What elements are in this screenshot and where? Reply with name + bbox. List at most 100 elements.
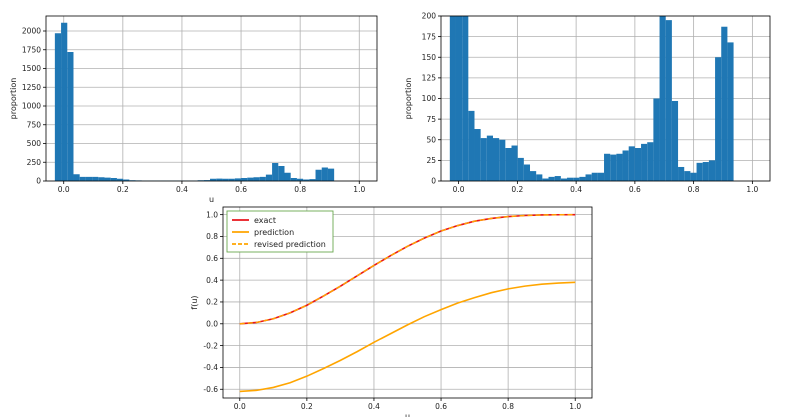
x-tick-label: 0.8 — [294, 185, 306, 194]
histogram-bar — [85, 176, 93, 181]
histogram-bar — [222, 178, 229, 181]
histogram-bar — [610, 154, 617, 181]
histogram-bar — [462, 16, 469, 181]
histogram-bar — [321, 167, 328, 181]
x-axis-label: u — [405, 412, 410, 417]
histogram-bar — [98, 177, 105, 181]
x-tick-label: 0.4 — [570, 185, 582, 194]
series-line-prediction — [239, 281, 576, 393]
histogram-bar — [659, 16, 666, 181]
histogram-bar — [253, 177, 260, 181]
x-tick-label: 0.8 — [688, 185, 700, 194]
histogram-bar — [616, 153, 623, 181]
histogram-bar — [54, 33, 62, 181]
histogram-bar — [210, 178, 217, 181]
histogram-bar — [265, 174, 273, 181]
histogram-bar — [104, 177, 111, 181]
histogram-bar — [203, 180, 211, 181]
histogram-bar — [573, 177, 580, 181]
histogram-bar — [73, 174, 80, 181]
legend-entry: exact — [254, 216, 276, 225]
histogram-bar — [647, 142, 654, 181]
histogram-bar — [67, 52, 74, 181]
histogram-bar — [480, 138, 487, 181]
x-tick-label: 0.4 — [368, 402, 380, 411]
chart-3: 0.0 0.2 0.4 0.6 0.8 1.0 -0.6 -0.4 -0.2 0.0 0.2 0.4 0… — [190, 206, 593, 417]
x-tick-label: 0.4 — [176, 185, 188, 194]
y-tick-label: 0.8 — [206, 232, 218, 241]
y-tick-label: 200 — [422, 12, 437, 21]
x-tick-label: 0.2 — [301, 402, 313, 411]
x-tick-label: 1.0 — [746, 185, 758, 194]
histogram-bar — [628, 146, 635, 181]
y-tick-label: 0.2 — [206, 298, 218, 307]
y-axis-label: proportion — [9, 78, 18, 120]
histogram-bar — [554, 176, 561, 181]
histogram-bar — [123, 179, 130, 181]
y-tick-label: 250 — [27, 158, 42, 167]
histogram-bar — [272, 163, 279, 181]
y-tick-label: 1.0 — [206, 210, 218, 219]
y-tick-label: 50 — [426, 135, 436, 144]
axes-frame — [45, 15, 378, 182]
y-tick-label: 1750 — [22, 45, 41, 54]
histogram-bar — [690, 172, 697, 181]
y-tick-label: 0 — [36, 177, 41, 186]
histogram-bar — [61, 22, 68, 181]
histogram-bar — [241, 178, 248, 181]
histogram-bar — [247, 177, 254, 181]
legend-entry: prediction — [254, 228, 294, 237]
histogram-bar — [597, 172, 605, 181]
histogram-bar — [708, 160, 716, 181]
x-tick-label: 0.0 — [58, 185, 70, 194]
histogram-bar — [92, 176, 99, 181]
x-tick-label: 0.0 — [453, 185, 465, 194]
x-tick-label: 0.2 — [511, 185, 523, 194]
histogram-bar — [110, 178, 117, 181]
histogram-bar — [622, 150, 629, 181]
histogram-bar — [542, 178, 549, 181]
histogram-bar — [591, 172, 598, 181]
x-tick-label: 0.6 — [629, 185, 641, 194]
y-tick-label: -0.2 — [203, 341, 218, 350]
series-line-revised-prediction — [239, 213, 576, 325]
histogram-bar — [560, 178, 568, 181]
histogram-bar — [303, 179, 310, 181]
y-tick-label: 750 — [27, 120, 42, 129]
histogram-bar — [315, 169, 322, 181]
x-tick-label: 0.8 — [502, 402, 514, 411]
y-tick-label: 0.4 — [206, 276, 218, 285]
x-tick-label: 1.0 — [353, 185, 365, 194]
x-tick-label: 0.6 — [235, 185, 247, 194]
axes-frame — [222, 206, 593, 399]
x-tick-label: 0.2 — [117, 185, 129, 194]
y-tick-label: 1000 — [22, 102, 41, 111]
histogram-bar — [492, 138, 500, 181]
y-tick-label: 75 — [426, 115, 436, 124]
y-tick-label: 125 — [422, 74, 437, 83]
histogram-bar — [548, 176, 555, 181]
histogram-bar — [296, 178, 304, 181]
histogram-bar — [579, 176, 586, 181]
histogram-bar — [259, 176, 266, 181]
y-axis-label: f(u) — [190, 295, 199, 309]
histogram-bar — [116, 178, 124, 181]
histogram-bar — [228, 178, 235, 181]
y-tick-label: 500 — [27, 139, 42, 148]
x-tick-label: 0.6 — [435, 402, 447, 411]
histogram-bar — [678, 166, 685, 181]
histogram-bar — [665, 20, 672, 181]
histogram-bar — [585, 174, 592, 181]
y-tick-label: 0.0 — [206, 319, 218, 328]
y-tick-label: 25 — [426, 156, 436, 165]
x-axis-label: u — [209, 195, 214, 204]
histogram-bar — [604, 153, 611, 181]
histogram-bar — [486, 135, 493, 181]
histogram-bar — [455, 16, 463, 181]
x-tick-label: 1.0 — [569, 402, 581, 411]
histogram-bar — [530, 171, 537, 181]
y-axis-label: proportion — [404, 78, 413, 120]
histogram-bar — [715, 57, 722, 181]
chart-2: 0.0 0.2 0.4 0.6 0.8 1.0 0 25 50 75 100 125 150 175 200… — [404, 12, 771, 194]
